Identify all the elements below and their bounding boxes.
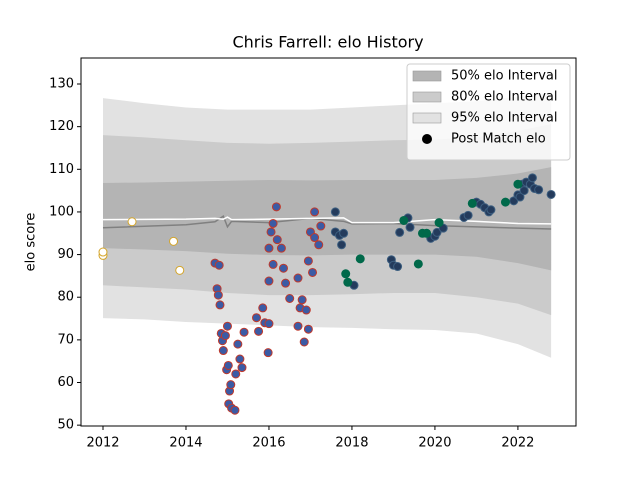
legend-swatch bbox=[412, 91, 442, 103]
point bbox=[223, 360, 233, 370]
legend-label: 80% elo Interval bbox=[451, 90, 558, 105]
x-tick-label: 2012 bbox=[86, 436, 119, 451]
point bbox=[264, 319, 274, 329]
x-tick-label: 2022 bbox=[501, 436, 534, 451]
point bbox=[422, 228, 432, 238]
point bbox=[293, 321, 303, 331]
point bbox=[169, 236, 179, 246]
point bbox=[222, 321, 232, 331]
point bbox=[337, 240, 347, 250]
point bbox=[339, 228, 349, 238]
legend-box bbox=[406, 63, 571, 161]
point bbox=[310, 207, 320, 217]
point bbox=[254, 326, 264, 336]
point bbox=[239, 327, 249, 337]
legend-marker bbox=[422, 134, 432, 144]
point bbox=[127, 217, 137, 227]
point bbox=[467, 198, 477, 208]
y-tick-label: 120 bbox=[49, 119, 74, 134]
point bbox=[268, 218, 278, 228]
point bbox=[399, 215, 409, 225]
y-tick-label: 100 bbox=[49, 204, 74, 219]
y-tick-label: 50 bbox=[57, 418, 74, 433]
x-tick-label: 2020 bbox=[418, 436, 451, 451]
point bbox=[264, 276, 274, 286]
point bbox=[303, 324, 313, 334]
point bbox=[515, 192, 525, 202]
legend-label: Post Match elo bbox=[451, 132, 546, 147]
point bbox=[463, 210, 473, 220]
legend-swatch bbox=[412, 70, 442, 82]
y-tick-label: 90 bbox=[57, 247, 74, 262]
legend-label: 95% elo Interval bbox=[451, 111, 558, 126]
point bbox=[237, 363, 247, 373]
point bbox=[226, 380, 236, 390]
point bbox=[486, 205, 496, 215]
point bbox=[285, 294, 295, 304]
y-tick-label: 130 bbox=[49, 77, 74, 92]
point bbox=[546, 189, 556, 199]
point bbox=[355, 254, 365, 264]
y-tick-label: 60 bbox=[57, 375, 74, 390]
point bbox=[266, 227, 276, 237]
point bbox=[215, 300, 225, 310]
point bbox=[432, 227, 442, 237]
point bbox=[258, 303, 268, 313]
point bbox=[233, 339, 243, 349]
point bbox=[330, 207, 340, 217]
point bbox=[299, 337, 309, 347]
point bbox=[272, 235, 282, 245]
point bbox=[513, 179, 523, 189]
point bbox=[341, 269, 351, 279]
point bbox=[231, 369, 241, 379]
point bbox=[405, 222, 415, 232]
point bbox=[519, 186, 529, 196]
point bbox=[175, 265, 185, 275]
point bbox=[314, 240, 324, 250]
point bbox=[268, 259, 278, 269]
x-tick-label: 2014 bbox=[169, 436, 202, 451]
y-tick-label: 70 bbox=[57, 332, 74, 347]
x-tick-label: 2018 bbox=[335, 436, 368, 451]
legend-label: 50% elo Interval bbox=[451, 69, 558, 84]
point bbox=[413, 259, 423, 269]
point bbox=[263, 348, 273, 358]
y-tick-label: 110 bbox=[49, 162, 74, 177]
point bbox=[230, 405, 240, 415]
point bbox=[278, 263, 288, 273]
point bbox=[220, 331, 230, 341]
point bbox=[395, 227, 405, 237]
x-tick-label: 2016 bbox=[252, 436, 285, 451]
point bbox=[218, 346, 228, 356]
point bbox=[214, 260, 224, 270]
point bbox=[276, 243, 286, 253]
legend-swatch bbox=[412, 112, 442, 124]
point bbox=[343, 277, 353, 287]
point bbox=[316, 221, 326, 231]
point bbox=[434, 218, 444, 228]
point bbox=[534, 185, 544, 195]
point bbox=[235, 354, 245, 364]
point bbox=[271, 202, 281, 212]
point bbox=[308, 267, 318, 277]
point bbox=[527, 173, 537, 183]
point bbox=[297, 295, 307, 305]
point bbox=[213, 290, 223, 300]
point bbox=[252, 313, 262, 323]
point bbox=[301, 305, 311, 315]
chart-title: Chris Farrell: elo History bbox=[232, 33, 423, 52]
point bbox=[393, 262, 403, 272]
point bbox=[303, 256, 313, 266]
point bbox=[310, 233, 320, 243]
y-tick-label: 80 bbox=[57, 290, 74, 305]
point bbox=[98, 247, 108, 257]
point bbox=[293, 273, 303, 283]
point bbox=[264, 243, 274, 253]
point bbox=[500, 197, 510, 207]
y-axis-label: elo score bbox=[24, 213, 39, 272]
point bbox=[281, 278, 291, 288]
axes-frame bbox=[80, 57, 577, 427]
